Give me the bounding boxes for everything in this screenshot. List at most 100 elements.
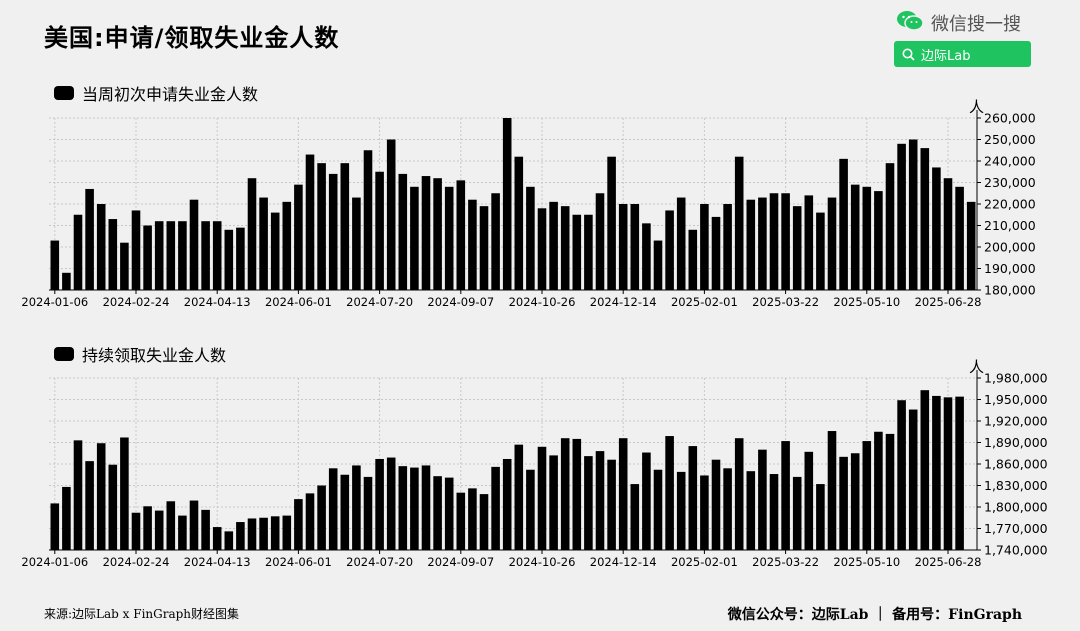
- bar: [584, 456, 593, 550]
- search-button[interactable]: 边际Lab: [894, 41, 1031, 67]
- bar: [630, 484, 640, 550]
- bar: [270, 516, 280, 550]
- bar: [781, 441, 790, 550]
- bar: [421, 176, 431, 290]
- bar: [943, 178, 953, 290]
- page-title: 美国:申请/领取失业金人数: [44, 24, 340, 52]
- bar: [804, 451, 814, 550]
- x-tick-label: 2024-09-07: [427, 295, 494, 309]
- x-tick-label: 2025-02-01: [671, 295, 738, 309]
- bar: [653, 469, 663, 550]
- bar: [549, 455, 558, 550]
- bar: [108, 464, 118, 550]
- bar: [259, 517, 268, 550]
- bar: [920, 390, 930, 550]
- bar: [966, 201, 976, 290]
- x-tick-label: 2024-07-20: [346, 555, 413, 569]
- bar: [688, 229, 698, 290]
- bar: [630, 204, 640, 290]
- bar: [792, 206, 802, 290]
- bar: [618, 204, 628, 290]
- y-tick-label: 1,800,000: [984, 500, 1048, 515]
- bar: [328, 468, 338, 550]
- bar: [781, 193, 790, 290]
- bar: [154, 510, 164, 550]
- bar: [676, 471, 686, 550]
- bar: [433, 476, 442, 550]
- bar: [166, 221, 176, 290]
- bar: [294, 499, 303, 550]
- bar: [711, 459, 721, 550]
- initial-claims-chart: 当周初次申请失业金人数 人 180,000 190,000 200,000 210,0…: [21, 85, 1035, 309]
- x-tick-label: 2025-05-10: [833, 555, 900, 569]
- bar: [212, 221, 222, 290]
- legend-swatch: [54, 86, 74, 100]
- y-tick-label: 1,890,000: [984, 435, 1048, 450]
- bar: [734, 156, 744, 290]
- bar: [363, 150, 373, 290]
- bar: [839, 456, 848, 550]
- bar: [236, 522, 245, 550]
- bar: [560, 438, 570, 550]
- bar: [120, 242, 129, 290]
- bar: [897, 143, 906, 290]
- x-tick-label: 2024-02-24: [103, 295, 170, 309]
- bar: [618, 438, 628, 550]
- bar: [700, 475, 709, 550]
- x-tick-label: 2025-02-01: [671, 555, 738, 569]
- bar: [62, 272, 71, 290]
- x-tick-label: 2025-05-10: [833, 295, 900, 309]
- y-tick-label: 190,000: [984, 261, 1036, 276]
- legend-swatch: [54, 347, 74, 361]
- bar: [131, 512, 141, 550]
- bar: [294, 184, 303, 290]
- y-tick-label: 1,770,000: [984, 521, 1048, 536]
- bar: [375, 171, 384, 290]
- bar: [352, 465, 361, 550]
- bar: [514, 156, 524, 290]
- bar: [386, 139, 396, 290]
- bar: [746, 471, 756, 550]
- bar: [955, 396, 964, 550]
- bar: [108, 219, 118, 290]
- bar: [50, 503, 60, 550]
- x-tick-label: 2024-06-01: [265, 555, 332, 569]
- bar: [723, 204, 732, 290]
- charts-canvas: 当周初次申请失业金人数 人 180,000 190,000 200,000 210,0…: [21, 85, 1048, 569]
- bar: [224, 229, 234, 290]
- bar: [734, 438, 744, 550]
- bar: [885, 163, 895, 290]
- bar: [537, 446, 547, 550]
- y-tick-label: 230,000: [984, 175, 1036, 190]
- bar: [212, 527, 222, 550]
- y-tick-label: 1,950,000: [984, 392, 1048, 407]
- bar: [189, 199, 199, 290]
- x-tick-label: 2024-04-13: [184, 295, 251, 309]
- search-icon: [902, 48, 915, 61]
- bar: [607, 156, 616, 290]
- bar: [305, 493, 315, 550]
- bar: [143, 506, 152, 550]
- bar: [236, 227, 245, 290]
- x-tick-label: 2024-01-06: [21, 555, 88, 569]
- bar: [468, 488, 477, 550]
- y-tick-label: 1,860,000: [984, 457, 1048, 472]
- bar: [537, 208, 547, 290]
- bar: [433, 178, 442, 290]
- bar: [386, 457, 396, 550]
- bar: [769, 474, 779, 550]
- x-tick-label: 2024-01-06: [21, 295, 88, 309]
- bar: [816, 484, 825, 550]
- bar: [642, 452, 651, 550]
- x-tick-label: 2024-10-26: [509, 295, 576, 309]
- bar: [502, 458, 512, 550]
- bar: [410, 186, 419, 290]
- bar: [850, 453, 860, 550]
- x-tick-label: 2025-03-22: [752, 555, 819, 569]
- y-tick-label: 210,000: [984, 218, 1036, 233]
- bar: [653, 240, 663, 290]
- bar: [328, 173, 338, 290]
- bar: [572, 438, 582, 550]
- bar: [850, 184, 860, 290]
- bar: [282, 201, 292, 290]
